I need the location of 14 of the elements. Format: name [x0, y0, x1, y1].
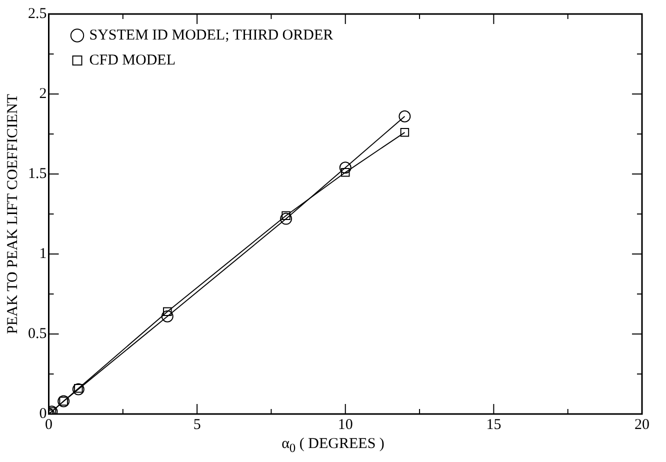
y-tick-label: 0 — [39, 406, 47, 422]
y-tick-label: 1 — [39, 246, 47, 262]
x-tick-label: 5 — [193, 416, 201, 433]
legend-label: CFD MODEL — [89, 52, 176, 68]
x-tick-label: 20 — [634, 416, 650, 433]
x-tick-label: 15 — [486, 416, 502, 433]
y-axis-title: PEAK TO PEAK LIFT COEFFICIENT — [4, 94, 21, 334]
legend-label: SYSTEM ID MODEL; THIRD ORDER — [89, 27, 334, 44]
y-tick-label: 1.5 — [28, 166, 47, 182]
x-axis-title: α$_{0}$ ( DEGREES ) — [280, 436, 386, 456]
y-tick-label: 2 — [39, 86, 47, 102]
y-tick-label: 0.5 — [28, 326, 47, 342]
x-tick-label: 10 — [338, 416, 353, 433]
y-tick-label: 2.5 — [28, 6, 47, 22]
